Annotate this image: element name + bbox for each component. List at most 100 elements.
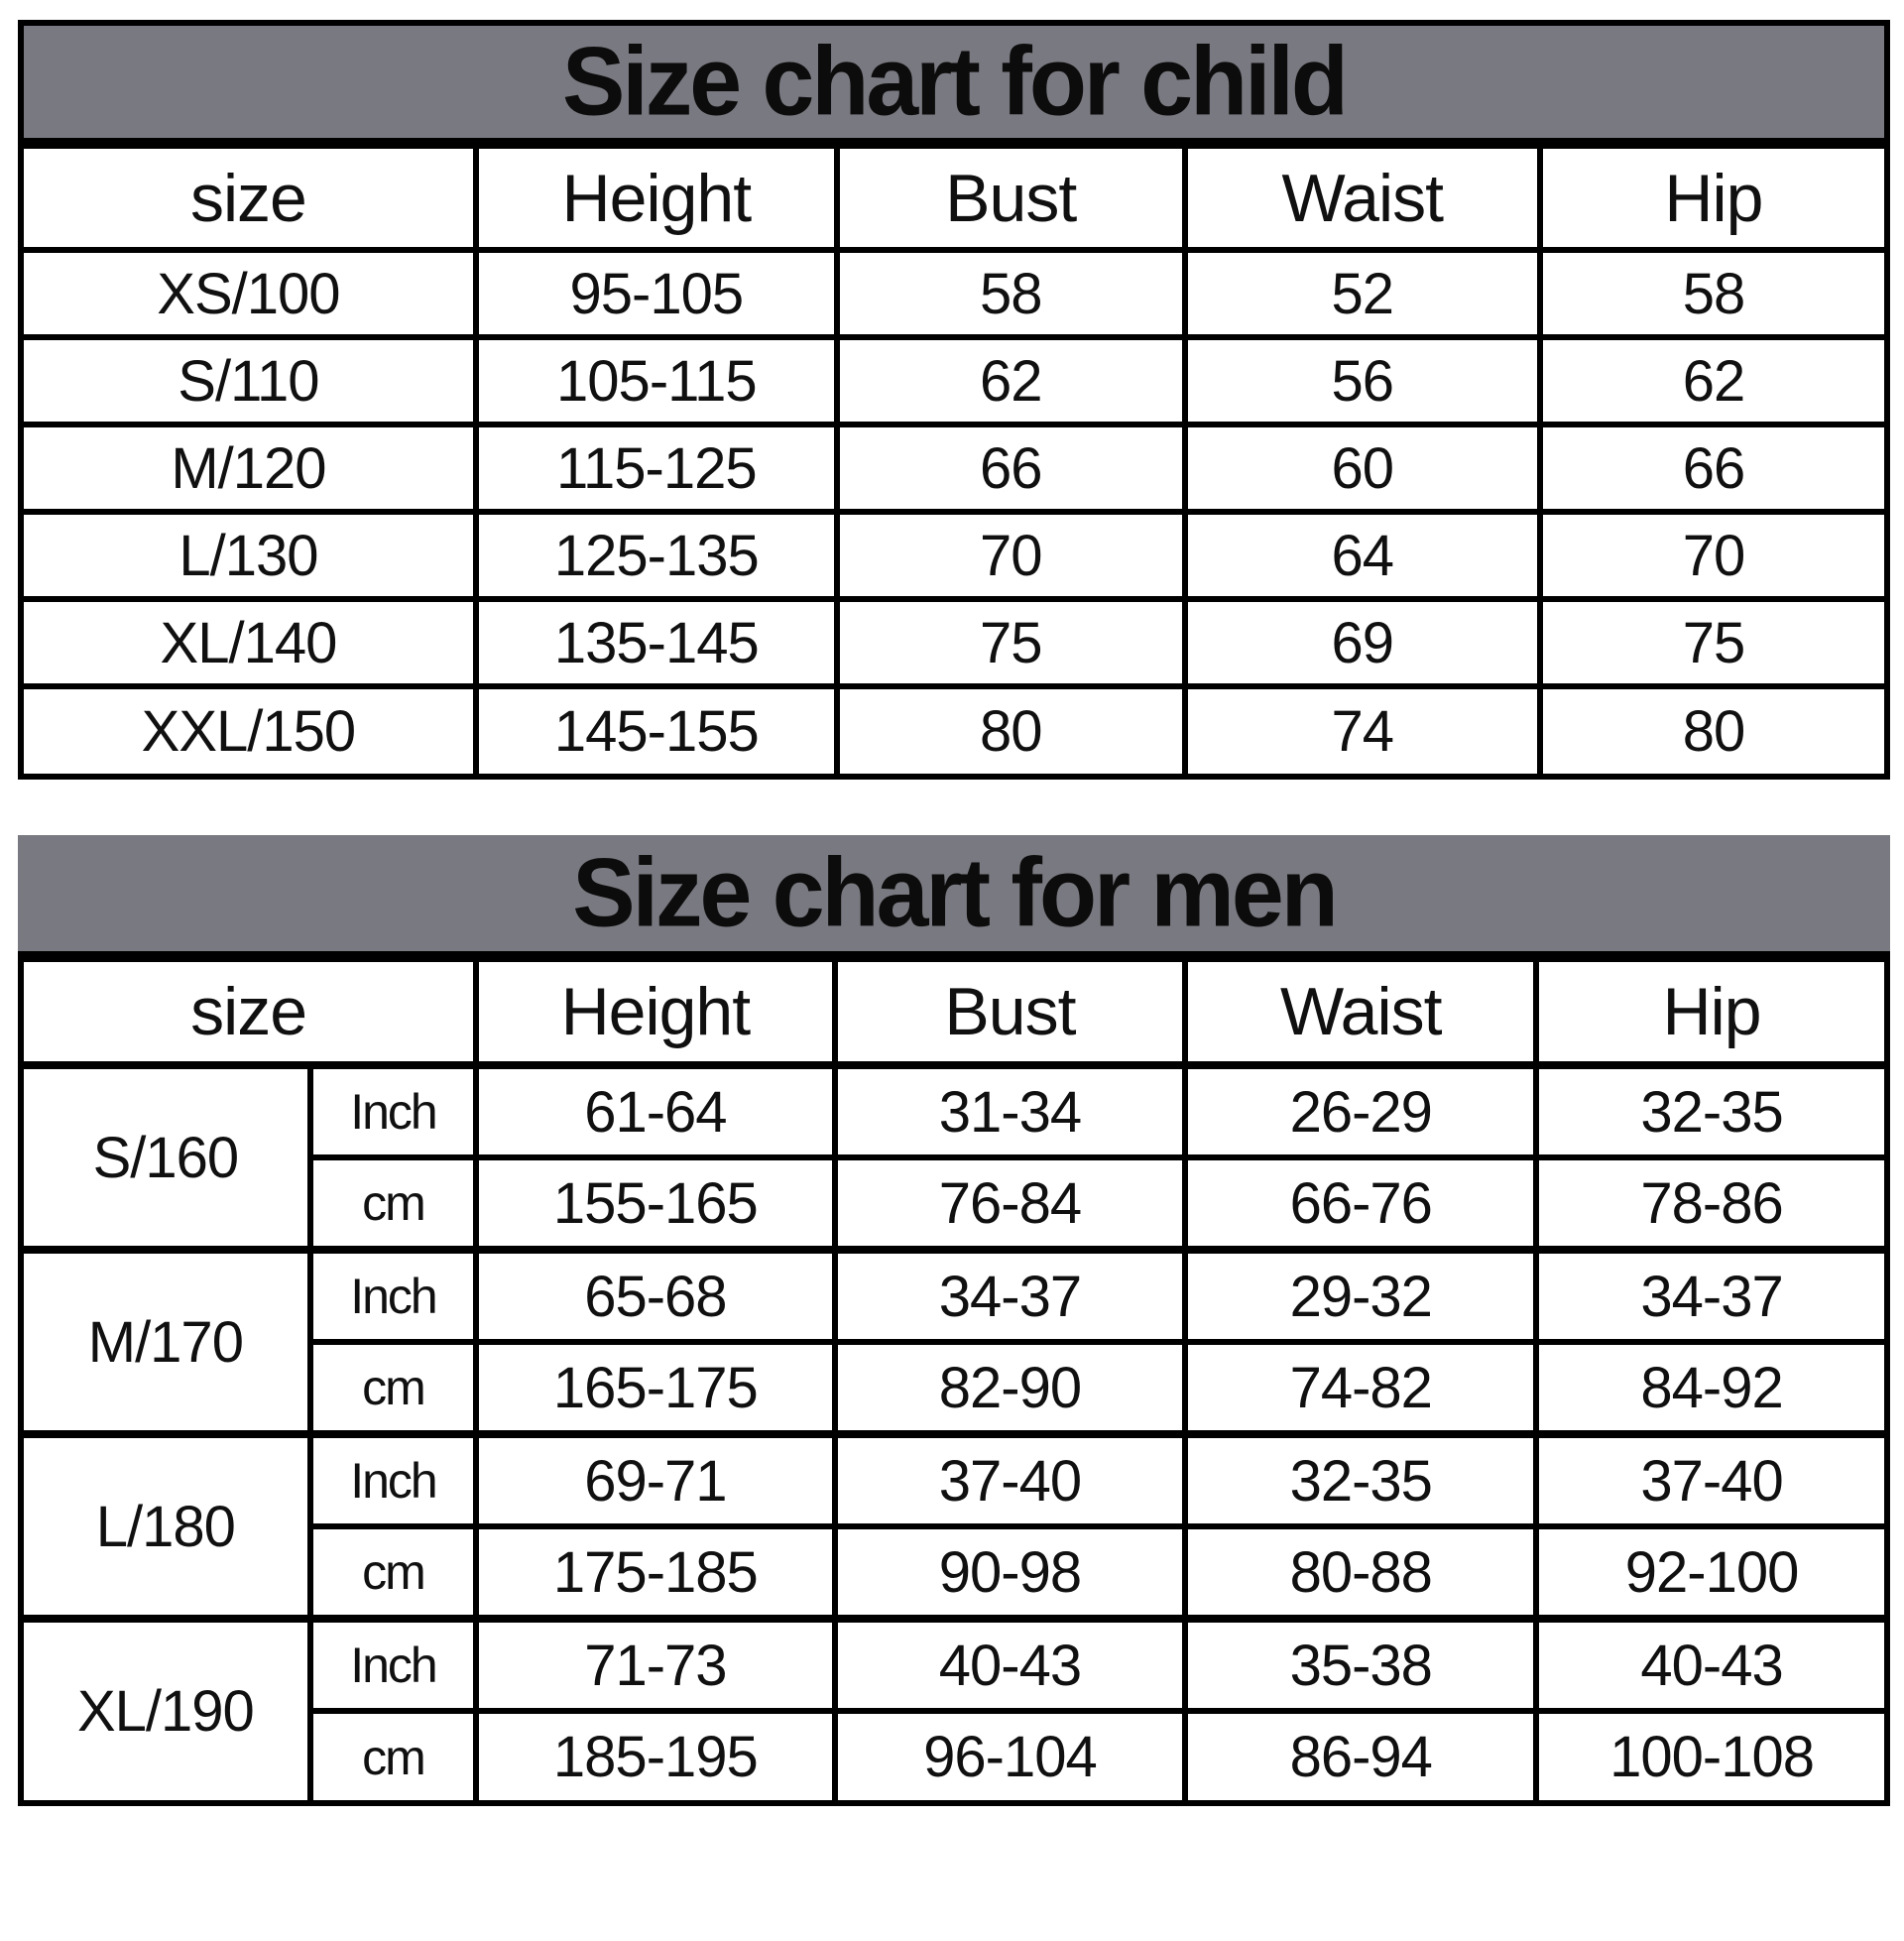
col-header-hip: Hip <box>1533 962 1890 1068</box>
men-chart-banner: Size chart for men <box>18 835 1890 962</box>
height-cell: 155-165 <box>473 1154 838 1253</box>
table-row: XL/190 Inch 71-73 40-43 35-38 40-43 <box>18 1615 1890 1806</box>
height-cell: 71-73 <box>473 1615 838 1714</box>
col-header-waist: Waist <box>1182 962 1540 1068</box>
height-cell: 145-155 <box>472 683 840 774</box>
waist-cell: 80-88 <box>1182 1523 1540 1622</box>
bust-cell: 76-84 <box>831 1154 1189 1253</box>
height-cell: 125-135 <box>472 509 840 602</box>
waist-cell: 86-94 <box>1182 1708 1540 1806</box>
unit-cell: cm <box>306 1708 480 1806</box>
hip-cell: 66 <box>1536 422 1884 515</box>
bust-cell: 40-43 <box>831 1615 1189 1714</box>
table-row: XL/140 135-145 75 69 75 <box>24 596 1884 689</box>
size-cell: XXL/150 <box>24 683 479 774</box>
height-cell: 115-125 <box>472 422 840 515</box>
child-size-chart-section: Size chart for child size Height Bust Wa… <box>18 20 1890 780</box>
waist-cell: 56 <box>1181 334 1543 427</box>
hip-cell: 32-35 <box>1533 1061 1890 1160</box>
height-cell: 95-105 <box>472 247 840 340</box>
hip-cell: 37-40 <box>1533 1430 1890 1529</box>
table-row: S/110 105-115 62 56 62 <box>24 334 1884 427</box>
col-header-size: size <box>24 149 479 253</box>
table-row: XXL/150 145-155 80 74 80 <box>24 683 1884 774</box>
table-row: cm 155-165 76-84 66-76 78-86 <box>21 1154 1890 1253</box>
hip-cell: 100-108 <box>1533 1708 1890 1806</box>
waist-cell: 52 <box>1181 247 1543 340</box>
col-header-hip: Hip <box>1536 149 1884 253</box>
size-cell: S/110 <box>24 334 479 427</box>
col-header-height: Height <box>473 962 838 1068</box>
size-cell: XL/190 <box>18 1615 313 1806</box>
size-cell: S/160 <box>18 1061 313 1253</box>
hip-cell: 58 <box>1536 247 1884 340</box>
hip-cell: 75 <box>1536 596 1884 689</box>
waist-cell: 32-35 <box>1182 1430 1540 1529</box>
table-row: XS/100 95-105 58 52 58 <box>24 247 1884 340</box>
hip-cell: 70 <box>1536 509 1884 602</box>
table-row: M/120 115-125 66 60 66 <box>24 422 1884 515</box>
height-cell: 185-195 <box>473 1708 838 1806</box>
bust-cell: 70 <box>833 509 1188 602</box>
size-cell: M/170 <box>18 1246 313 1437</box>
table-row: S/160 Inch 61-64 31-34 26-29 32-35 <box>18 1061 1890 1253</box>
waist-cell: 74-82 <box>1182 1339 1540 1437</box>
size-cell: L/180 <box>18 1430 313 1622</box>
child-chart-title: Size chart for child <box>562 26 1349 137</box>
bust-cell: 66 <box>833 422 1188 515</box>
waist-cell: 35-38 <box>1182 1615 1540 1714</box>
men-size-chart-section: Size chart for men size Height Bust Wais… <box>17 835 1890 1806</box>
table-row: L/130 125-135 70 64 70 <box>24 509 1884 602</box>
unit-cell: Inch <box>306 1061 480 1160</box>
child-size-table: size Height Bust Waist Hip XS/100 95-105… <box>24 149 1884 774</box>
size-cell: XL/140 <box>24 596 479 689</box>
bust-cell: 75 <box>833 596 1188 689</box>
col-header-bust: Bust <box>833 149 1188 253</box>
hip-cell: 78-86 <box>1533 1154 1890 1253</box>
men-header-row: size Height Bust Waist Hip <box>17 962 1890 1068</box>
table-row: L/180 Inch 69-71 37-40 32-35 37-40 <box>18 1430 1890 1622</box>
bust-cell: 58 <box>833 247 1188 340</box>
hip-cell: 84-92 <box>1533 1339 1890 1437</box>
height-cell: 105-115 <box>472 334 840 427</box>
men-chart-title: Size chart for men <box>572 837 1339 948</box>
table-row: M/170 Inch 65-68 34-37 29-32 34-37 <box>18 1246 1890 1437</box>
size-cell: XS/100 <box>24 247 479 340</box>
bust-cell: 90-98 <box>831 1523 1189 1622</box>
table-row: cm 165-175 82-90 74-82 84-92 <box>21 1339 1890 1437</box>
waist-cell: 64 <box>1181 509 1543 602</box>
waist-cell: 66-76 <box>1182 1154 1540 1253</box>
waist-cell: 26-29 <box>1182 1061 1540 1160</box>
unit-cell: cm <box>306 1154 480 1253</box>
unit-cell: cm <box>306 1523 480 1622</box>
unit-cell: Inch <box>306 1246 480 1345</box>
unit-cell: Inch <box>306 1430 480 1529</box>
bust-cell: 37-40 <box>831 1430 1189 1529</box>
bust-cell: 80 <box>833 683 1188 774</box>
hip-cell: 62 <box>1536 334 1884 427</box>
height-cell: 65-68 <box>473 1246 838 1345</box>
hip-cell: 92-100 <box>1533 1523 1890 1622</box>
size-cell: L/130 <box>24 509 479 602</box>
unit-cell: Inch <box>306 1615 480 1714</box>
bust-cell: 62 <box>833 334 1188 427</box>
child-chart-banner: Size chart for child <box>24 26 1884 149</box>
waist-cell: 29-32 <box>1182 1246 1540 1345</box>
child-header-row: size Height Bust Waist Hip <box>24 149 1884 253</box>
bust-cell: 31-34 <box>831 1061 1189 1160</box>
men-size-table: size Height Bust Waist Hip S/160 Inch 61… <box>17 962 1890 1806</box>
bust-cell: 34-37 <box>831 1246 1189 1345</box>
waist-cell: 74 <box>1181 683 1543 774</box>
col-header-size: size <box>17 962 480 1068</box>
bust-cell: 96-104 <box>831 1708 1189 1806</box>
col-header-bust: Bust <box>831 962 1189 1068</box>
height-cell: 135-145 <box>472 596 840 689</box>
col-header-height: Height <box>472 149 840 253</box>
height-cell: 61-64 <box>473 1061 838 1160</box>
col-header-waist: Waist <box>1181 149 1543 253</box>
waist-cell: 60 <box>1181 422 1543 515</box>
table-row: cm 175-185 90-98 80-88 92-100 <box>21 1523 1890 1622</box>
height-cell: 165-175 <box>473 1339 838 1437</box>
height-cell: 175-185 <box>473 1523 838 1622</box>
